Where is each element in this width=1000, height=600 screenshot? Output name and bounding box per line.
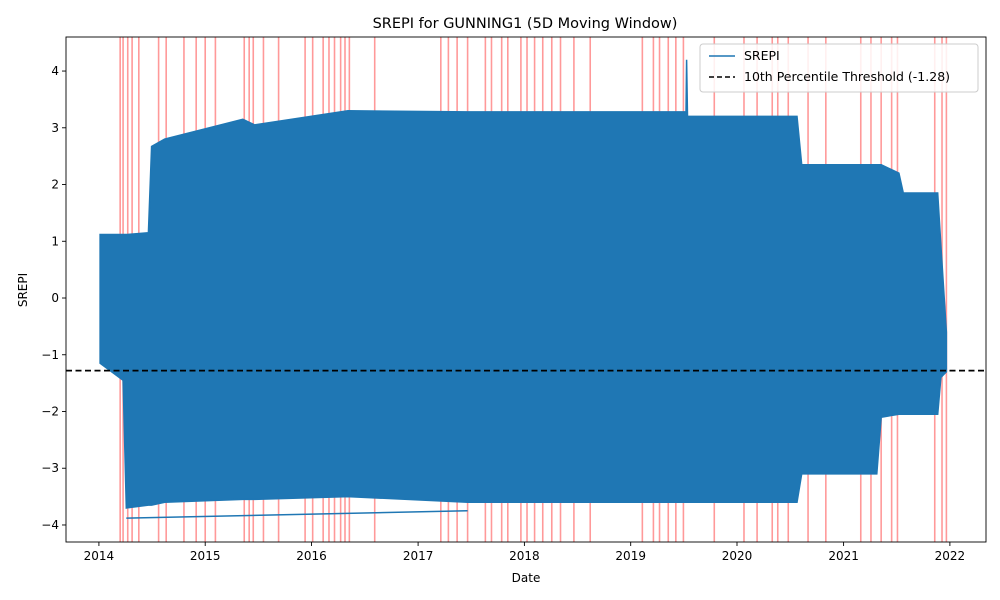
x-tick-label: 2016 [296, 549, 327, 563]
srepi-envelope [99, 59, 948, 509]
y-tick-label: −1 [41, 348, 59, 362]
axes-frame [65, 36, 987, 543]
x-tick-label: 2018 [509, 549, 540, 563]
y-tick-label: 2 [51, 178, 59, 192]
y-tick-label: 1 [51, 234, 59, 248]
srepi-outlier-segment [126, 510, 468, 519]
legend: SREPI 10th Percentile Threshold (-1.28) [699, 43, 979, 93]
x-tick-label: 2015 [190, 549, 221, 563]
y-tick-label: −4 [41, 518, 59, 532]
x-tick-label: 2022 [935, 549, 966, 563]
x-tick-label: 2020 [722, 549, 753, 563]
y-tick-label: 3 [51, 121, 59, 135]
chart-title: SREPI for GUNNING1 (5D Moving Window) [373, 16, 678, 32]
x-tick-label: 2014 [84, 549, 115, 563]
x-axis-label: Date [512, 571, 541, 585]
legend-srepi-label: SREPI [744, 48, 780, 63]
y-axis-label: SREPI [16, 273, 30, 307]
y-axis: −4 −3 −2 −1 0 1 2 3 4 [41, 64, 66, 532]
plot-area [66, 37, 986, 542]
legend-box [699, 43, 979, 93]
srepi-series [99, 59, 948, 519]
y-tick-label: 4 [51, 64, 59, 78]
x-tick-label: 2021 [828, 549, 859, 563]
y-tick-label: −2 [41, 404, 59, 418]
legend-threshold-label: 10th Percentile Threshold (-1.28) [744, 69, 950, 84]
y-tick-label: −3 [41, 461, 59, 475]
x-tick-label: 2019 [615, 549, 646, 563]
x-tick-label: 2017 [403, 549, 434, 563]
x-axis: 2014 2015 2016 2017 2018 2019 2020 2021 2022 [84, 542, 966, 563]
y-tick-label: 0 [51, 291, 59, 305]
